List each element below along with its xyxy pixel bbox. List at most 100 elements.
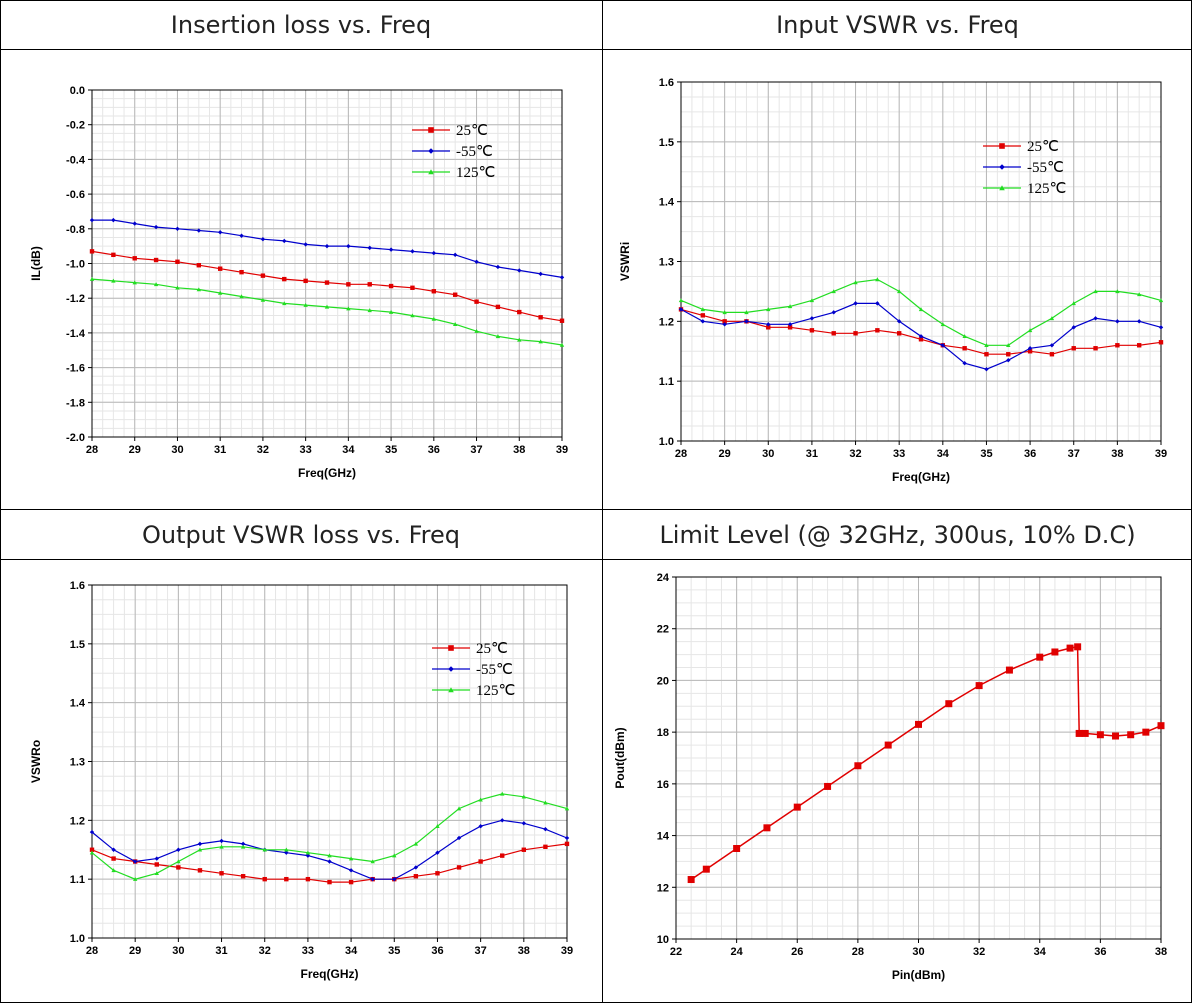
x-tick-label: 32 [257, 444, 269, 456]
data-point [517, 337, 522, 342]
data-point [962, 334, 967, 339]
data-point [348, 856, 354, 861]
y-tick-label: -1.8 [66, 397, 85, 409]
data-point [1127, 731, 1135, 739]
x-tick-label: 35 [388, 945, 400, 957]
data-point [854, 762, 862, 770]
data-point [392, 853, 397, 858]
data-point [284, 850, 289, 855]
data-point [538, 271, 543, 277]
data-point [413, 874, 419, 879]
data-point [240, 874, 246, 879]
panel-title-limit-level: Limit Level (@ 32GHz, 300us, 10% D.C) [659, 520, 1136, 549]
x-tick-label: 39 [561, 945, 573, 957]
data-point [1006, 343, 1011, 348]
data-point [111, 847, 116, 852]
data-point [853, 280, 858, 285]
data-point [431, 316, 437, 321]
data-point [478, 797, 483, 802]
data-point [89, 249, 95, 254]
legend-label: -55℃ [456, 144, 493, 160]
x-axis-label: Freq(GHz) [298, 466, 356, 480]
x-tick-label: 28 [86, 945, 98, 957]
data-point [766, 307, 771, 312]
data-point [495, 334, 501, 339]
data-point [1157, 722, 1165, 730]
data-point [940, 322, 946, 327]
data-point [809, 298, 815, 303]
data-point [176, 865, 181, 870]
data-point [89, 217, 95, 223]
data-point [984, 367, 989, 372]
data-point [559, 318, 565, 323]
data-point [975, 682, 983, 690]
y-tick-label: 1.6 [659, 77, 674, 89]
data-point [154, 862, 159, 867]
x-tick-label: 31 [806, 448, 818, 460]
data-point [348, 879, 354, 885]
x-tick-label: 30 [762, 448, 774, 460]
data-point [1071, 346, 1076, 351]
x-tick-label: 35 [385, 444, 397, 456]
chart-input-vswr: 28 29 30 31 32 33 34 35 36 37 38 39 1.0 1.1 1.2 1.3 1.4 1… [618, 77, 1167, 484]
data-point [824, 782, 832, 790]
data-point [1142, 728, 1150, 736]
y-tick-label: 1.6 [70, 580, 85, 592]
data-point [217, 266, 223, 271]
data-point [543, 800, 548, 805]
y-tick-label: -1.4 [66, 328, 86, 340]
legend-label: -55℃ [476, 662, 513, 678]
legend-label: 125℃ [476, 683, 515, 699]
table-border-top [0, 0, 1192, 1]
x-tick-label: 36 [428, 444, 440, 456]
x-tick-label: 29 [129, 945, 141, 957]
y-tick-label: 1.3 [70, 757, 85, 769]
data-point [766, 325, 771, 330]
data-point [111, 278, 116, 283]
data-point [1136, 343, 1142, 348]
data-point [831, 310, 836, 315]
data-point [413, 841, 419, 846]
data-point [154, 856, 159, 861]
x-tick-label: 31 [214, 444, 226, 456]
series-3 [678, 277, 1164, 348]
data-point [219, 844, 224, 849]
data-point [431, 250, 437, 256]
data-point [722, 319, 727, 324]
data-point [176, 859, 181, 864]
data-point [284, 847, 289, 852]
y-axis-label: VSWRo [29, 740, 43, 783]
data-point [521, 821, 527, 826]
data-point [346, 306, 351, 311]
data-point [303, 242, 308, 247]
data-point [517, 309, 522, 315]
data-point [1096, 731, 1104, 739]
data-point [431, 289, 437, 294]
y-axis-label: IL(dB) [29, 246, 43, 281]
panel-title-insertion-loss: Insertion loss vs. Freq [170, 10, 432, 39]
data-point [217, 290, 223, 295]
data-point [474, 259, 479, 264]
panel-title-input-vswr: Input VSWR vs. Freq [776, 10, 1019, 39]
data-point [1005, 666, 1013, 674]
y-tick-label: 16 [657, 779, 669, 791]
x-tick-label: 34 [1034, 946, 1047, 958]
data-point [176, 847, 181, 852]
data-point [303, 278, 308, 284]
data-point [521, 794, 527, 799]
data-point [111, 217, 116, 223]
data-point [793, 803, 801, 811]
y-tick-label: -1.6 [66, 363, 85, 375]
data-point [282, 238, 287, 244]
legend-marker [448, 645, 454, 651]
data-point [495, 304, 501, 310]
data-point [456, 806, 462, 811]
data-point [452, 252, 458, 258]
data-point [388, 283, 394, 289]
data-point [1158, 340, 1164, 345]
data-point [538, 339, 543, 344]
y-tick-label: -1.0 [66, 259, 85, 271]
data-point [1081, 729, 1089, 737]
data-point [500, 853, 505, 858]
data-point [700, 313, 706, 318]
